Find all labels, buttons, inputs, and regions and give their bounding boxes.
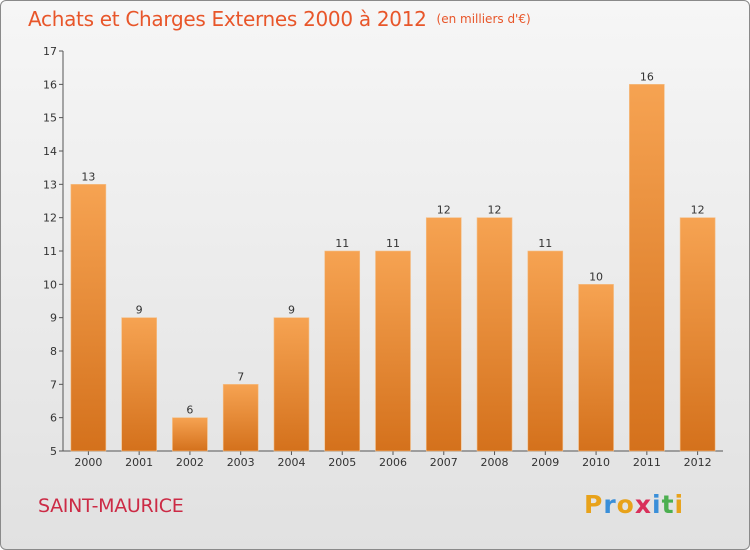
- y-tick-label: 11: [43, 245, 57, 258]
- bar: [578, 284, 614, 452]
- data-label: 9: [136, 304, 143, 317]
- data-label: 12: [437, 204, 451, 217]
- bar: [273, 317, 310, 452]
- bars: [70, 84, 716, 452]
- x-tick-label: 2012: [684, 456, 712, 469]
- logo-letter: o: [616, 490, 635, 519]
- y-tick-label: 16: [43, 78, 57, 91]
- logo-letter: P: [584, 490, 604, 519]
- x-tick-label: 2006: [379, 456, 407, 469]
- bar: [527, 250, 564, 452]
- data-label: 12: [691, 204, 705, 217]
- data-label: 10: [589, 270, 603, 283]
- x-tick-label: 2002: [176, 456, 204, 469]
- logo-letter: r: [603, 490, 617, 519]
- data-label: 16: [640, 70, 654, 83]
- proxiti-logo: Proxiti: [584, 490, 684, 519]
- data-label: 12: [488, 204, 502, 217]
- bar: [476, 217, 513, 452]
- data-label: 7: [237, 370, 244, 383]
- x-tick-label: 2000: [74, 456, 102, 469]
- bar: [172, 417, 208, 452]
- bar: [324, 250, 361, 452]
- bar: [222, 384, 259, 452]
- y-tick-label: 9: [50, 312, 57, 325]
- x-tick-label: 2001: [125, 456, 153, 469]
- data-label: 11: [335, 237, 349, 250]
- bar: [70, 184, 107, 452]
- y-tick-label: 8: [50, 345, 57, 358]
- bar: [629, 84, 665, 452]
- city-name: SAINT-MAURICE: [38, 495, 184, 517]
- x-tick-label: 2004: [277, 456, 305, 469]
- logo-letter: i: [674, 490, 685, 519]
- x-tick-label: 2003: [227, 456, 255, 469]
- x-tick-label: 2005: [328, 456, 356, 469]
- x-tick-label: 2011: [633, 456, 661, 469]
- value-labels: 13 9 6 7 9 11 11 12 12 11 10 16 12: [81, 70, 704, 416]
- logo-letter: x: [634, 490, 652, 519]
- x-tick-label: 2008: [481, 456, 509, 469]
- data-label: 13: [81, 170, 95, 183]
- x-tick-label: 2010: [582, 456, 610, 469]
- data-label: 11: [386, 237, 400, 250]
- data-label: 9: [288, 304, 295, 317]
- chart-subtitle: (en milliers d'€): [436, 12, 531, 26]
- y-tick-label: 15: [43, 112, 57, 125]
- data-label: 11: [538, 237, 552, 250]
- data-label: 6: [186, 404, 193, 417]
- bar: [121, 317, 157, 452]
- chart-title: Achats et Charges Externes 2000 à 2012: [28, 7, 427, 31]
- bar: [375, 250, 411, 452]
- logo-letter: i: [652, 490, 662, 519]
- y-tick-label: 6: [50, 412, 57, 425]
- title-row: Achats et Charges Externes 2000 à 2012 (e…: [28, 7, 531, 31]
- y-axis: 5 6 7 8 9 10 11 12 13 14 15 16 17: [43, 45, 64, 458]
- x-tick-label: 2009: [531, 456, 559, 469]
- x-axis: 2000 2001 2002 2003 2004 2005 2006 2007 2008 2009…: [63, 450, 723, 469]
- y-tick-label: 7: [50, 378, 57, 391]
- logo-letter: t: [661, 490, 675, 519]
- bar: [425, 217, 462, 452]
- y-tick-label: 10: [43, 278, 57, 291]
- y-tick-label: 17: [43, 45, 57, 58]
- y-tick-label: 5: [50, 445, 57, 458]
- y-tick-label: 13: [43, 178, 57, 191]
- bar: [679, 217, 716, 452]
- y-tick-label: 12: [43, 212, 57, 225]
- y-tick-label: 14: [43, 145, 57, 158]
- x-tick-label: 2007: [430, 456, 458, 469]
